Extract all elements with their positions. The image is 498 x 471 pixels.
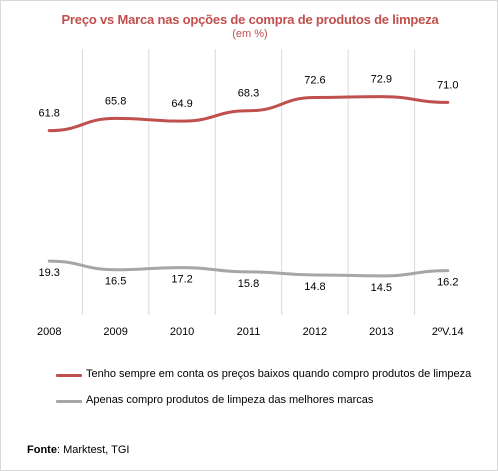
data-label: 61.8 [39,108,60,120]
data-label: 17.2 [171,274,192,286]
legend-swatch-brand [56,400,82,403]
data-label: 15.8 [238,278,259,290]
data-label: 65.8 [105,95,126,107]
source-label: Fonte [27,444,57,456]
chart-title: Preço vs Marca nas opções de compra de p… [61,12,439,27]
x-tick-label: 2009 [103,326,127,338]
x-tick-label: 2010 [170,326,194,338]
data-labels: 61.8 65.8 64.9 68.3 72.6 72.9 71.0 19.3 16.5 17.2… [39,74,459,294]
data-label: 71.0 [437,79,458,91]
data-label: 19.3 [39,267,60,279]
chart-subtitle: (em %) [232,28,268,40]
x-tick-label: 2012 [303,326,327,338]
x-tick-label: 2013 [369,326,393,338]
data-label: 64.9 [171,98,192,110]
series-line-0 [47,95,450,133]
source-note: Fonte: Marktest, TGI [27,444,129,456]
x-axis-ticks: 2008 2009 2010 2011 2012 2013 2ºV.14 [37,326,464,338]
legend-label-brand: Apenas compro produtos de limpeza das me… [86,394,374,406]
x-tick-label: 2011 [237,326,261,338]
source-text: : Marktest, TGI [56,444,130,456]
series-layer [47,95,450,278]
series-line-1 [47,259,450,278]
data-label: 14.5 [371,282,392,294]
legend-label-price: Tenho sempre em conta os preços baixos q… [86,368,472,380]
data-label: 68.3 [238,88,259,100]
legend-swatch-price [56,374,82,377]
plot-area: 61.8 65.8 64.9 68.3 72.6 72.9 71.0 19.3 16.5 17.2… [37,49,464,338]
data-label: 14.8 [304,281,325,293]
data-label: 16.2 [437,277,458,289]
x-tick-label: 2008 [37,326,61,338]
data-label: 72.9 [371,74,392,86]
data-label: 16.5 [105,276,126,288]
data-label: 72.6 [304,75,325,87]
x-tick-label: 2ºV.14 [432,326,464,338]
